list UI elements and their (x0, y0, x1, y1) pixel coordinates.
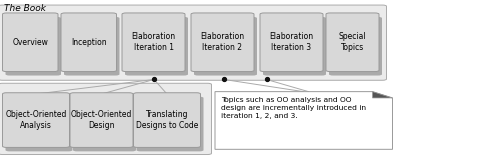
Text: The Book: The Book (4, 4, 46, 13)
FancyBboxPatch shape (6, 97, 72, 151)
Text: Topics such as OO analysis and OO
design are incrementally introduced in
iterati: Topics such as OO analysis and OO design… (221, 97, 366, 119)
FancyBboxPatch shape (64, 17, 120, 76)
Text: Overview: Overview (12, 38, 48, 47)
FancyBboxPatch shape (6, 17, 61, 76)
Text: Special
Topics: Special Topics (338, 32, 366, 52)
Text: Elaboration
Iteration 1: Elaboration Iteration 1 (132, 32, 176, 52)
Polygon shape (372, 92, 392, 98)
FancyBboxPatch shape (260, 13, 323, 72)
FancyBboxPatch shape (0, 83, 212, 155)
FancyBboxPatch shape (191, 13, 254, 72)
Polygon shape (215, 92, 392, 149)
Text: Elaboration
Iteration 2: Elaboration Iteration 2 (200, 32, 244, 52)
FancyBboxPatch shape (134, 93, 200, 147)
Text: Inception: Inception (71, 38, 106, 47)
FancyBboxPatch shape (2, 13, 58, 72)
FancyBboxPatch shape (125, 17, 188, 76)
FancyBboxPatch shape (329, 17, 382, 76)
Text: Elaboration
Iteration 3: Elaboration Iteration 3 (270, 32, 314, 52)
Text: Translating
Designs to Code: Translating Designs to Code (136, 110, 198, 130)
FancyBboxPatch shape (2, 93, 70, 147)
FancyBboxPatch shape (61, 13, 116, 72)
FancyBboxPatch shape (194, 17, 257, 76)
Text: Object-Oriented
Design: Object-Oriented Design (71, 110, 132, 130)
FancyBboxPatch shape (136, 97, 203, 151)
FancyBboxPatch shape (0, 5, 386, 80)
FancyBboxPatch shape (70, 93, 133, 147)
Text: Object-Oriented
Analysis: Object-Oriented Analysis (6, 110, 66, 130)
FancyBboxPatch shape (73, 97, 136, 151)
FancyBboxPatch shape (326, 13, 379, 72)
FancyBboxPatch shape (122, 13, 185, 72)
FancyBboxPatch shape (263, 17, 326, 76)
